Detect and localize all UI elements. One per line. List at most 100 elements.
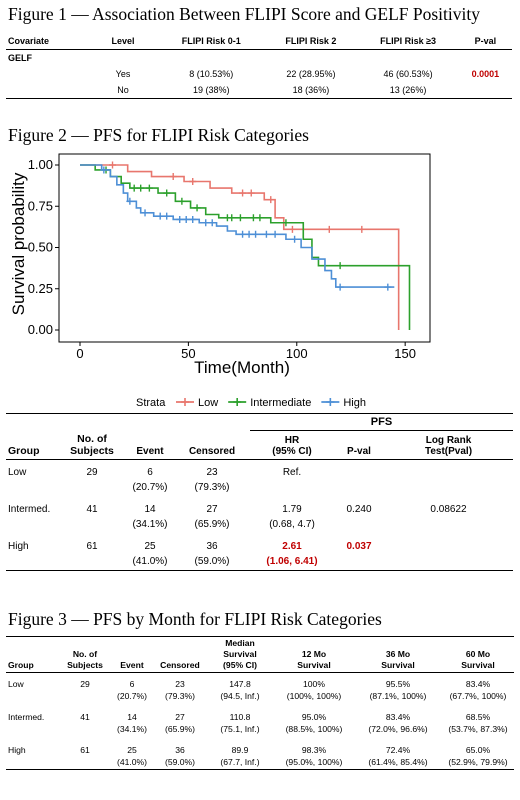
table-header-row: Group No. of Subjects Event Censored Medi…	[6, 636, 514, 673]
value-cell: 13 (26%)	[357, 82, 459, 99]
censor-mark	[109, 161, 117, 169]
censor-mark	[189, 215, 197, 223]
col-header: 12 Mo Survival	[297, 649, 331, 670]
group-cell: High	[8, 745, 26, 755]
event-cell: 6 (20.7%)	[132, 466, 168, 493]
censor-mark	[182, 215, 190, 223]
censor-mark	[288, 225, 296, 233]
censor-mark	[126, 197, 134, 205]
value-cell: 22 (28.95%)	[286, 69, 336, 79]
value-cell: 18 (36%)	[264, 82, 358, 99]
censor-mark	[282, 219, 290, 227]
censor-mark	[176, 215, 184, 223]
value-cell: 46 (60.53%)	[383, 69, 433, 79]
mo60-cell: 68.5% (53.7%, 87.3%)	[448, 712, 508, 734]
y-axis-label: Survival probability	[9, 172, 28, 315]
group-cell: Intermed.	[8, 712, 45, 722]
survival-curve-high	[80, 164, 395, 288]
group-cell: Intermed.	[8, 503, 51, 515]
table-row: Yes 8 (10.53%) 22 (28.95%) 46 (60.53%) 0…	[6, 66, 512, 82]
legend-swatch-mark	[233, 398, 242, 406]
mo60-cell: 83.4% (67.7%, 100%)	[449, 679, 507, 701]
event-cell: 6 (20.7%)	[116, 679, 148, 701]
figure3-title: Figure 3 — PFS by Month for FLIPI Risk C…	[8, 609, 382, 629]
median-cell: 89.9 (67.7, Inf.)	[220, 745, 260, 767]
axis-ticks: 0 50 100 150 0.00 0.25 0.50 0.75 1.00	[28, 157, 416, 361]
censor-mark	[130, 184, 138, 192]
table-row: High 61 25 (41.0%) 36 (59.0%) 2.61 (1.06, 6…	[6, 533, 513, 570]
y-tick-label: 0.25	[28, 281, 53, 296]
censor-mark	[267, 196, 275, 204]
pval-cell	[458, 82, 512, 99]
censor-mark	[100, 166, 108, 174]
censor-mark	[236, 214, 244, 222]
table-header-row: PFS	[6, 413, 513, 431]
censor-mark	[336, 283, 344, 291]
censor-mark	[247, 189, 255, 197]
col-header: P-val	[347, 445, 371, 457]
table-row: Low 29 6 (20.7%) 23 (79.3%) 147.8 (94.5, In…	[6, 673, 514, 704]
censor-mark	[325, 225, 333, 233]
subjects-cell: 61	[80, 745, 90, 755]
value-cell: 8 (10.53%)	[189, 69, 234, 79]
censor-mark	[202, 219, 210, 227]
col-header: FLIPI Risk 0-1	[158, 33, 265, 50]
pval-cell: 0.0001	[471, 69, 500, 79]
table-header-row: Group No. of Subjects Event Censored HR (9…	[6, 431, 513, 459]
table-row: Intermed. 41 14 (34.1%) 27 (65.9%) 110.8 (7…	[6, 703, 514, 736]
censor-mark	[156, 212, 164, 220]
col-header: No. of Subjects	[67, 649, 103, 670]
legend-label: High	[343, 397, 366, 409]
legend-swatch-mark	[326, 398, 335, 406]
survival-curve-intermediate	[80, 164, 411, 330]
group-cell: High	[8, 540, 29, 552]
censored-cell: 36 (59.0%)	[194, 540, 230, 567]
median-cell: 147.8 (94.5, Inf.)	[220, 679, 260, 701]
group-cell: Low	[8, 679, 24, 689]
censor-mark	[384, 283, 392, 291]
x-tick-label: 100	[286, 346, 308, 361]
figure2-title: Figure 2 — PFS for FLIPI Risk Categories	[8, 125, 309, 145]
mo12-cell: 95.0% (88.5%, 100%)	[285, 712, 343, 734]
censor-mark	[358, 225, 366, 233]
event-cell: 25 (41.0%)	[116, 745, 148, 767]
x-axis-label: Time(Month)	[194, 358, 290, 377]
table-header-row: Covariate Level FLIPI Risk 0-1 FLIPI Ris…	[6, 33, 512, 50]
col-header: Event	[136, 445, 164, 457]
censored-cell: 36 (59.0%)	[164, 745, 196, 767]
col-header: Covariate	[6, 33, 88, 50]
logrank-cell	[384, 459, 513, 496]
legend-label: Low	[198, 397, 218, 409]
col-header: Log Rank Test(Pval)	[424, 434, 473, 457]
subjects-cell: 61	[86, 540, 98, 552]
censor-mark	[189, 178, 197, 185]
censor-mark	[249, 214, 257, 222]
survival-chart: 0 50 100 150 0.00 0.25 0.50 0.75 1.00 Survival p…	[9, 153, 431, 409]
mo36-cell: 83.4% (72.0%, 96.6%)	[368, 712, 428, 734]
col-header: Group	[8, 660, 34, 670]
censor-mark	[252, 230, 260, 238]
col-header: FLIPI Risk 2	[264, 33, 358, 50]
event-cell: 14 (34.1%)	[116, 712, 148, 734]
mo60-cell: 65.0% (52.9%, 79.9%)	[448, 745, 508, 767]
mo36-cell: 72.4% (61.4%, 85.4%)	[368, 745, 428, 767]
mo12-cell: 100% (100%, 100%)	[286, 679, 342, 701]
censor-mark	[239, 189, 247, 197]
censor-mark	[262, 230, 270, 238]
level-cell: No	[88, 82, 158, 99]
censor-mark	[336, 262, 344, 270]
x-tick-label: 150	[394, 346, 416, 361]
censor-mark	[193, 204, 201, 212]
censor-mark	[163, 189, 171, 197]
col-header: HR (95% CI)	[272, 434, 312, 457]
figure1-title: Figure 1 — Association Between FLIPI Sco…	[8, 4, 480, 24]
value-cell: 19 (38%)	[158, 82, 265, 99]
censor-mark	[291, 235, 299, 243]
censor-mark	[239, 230, 247, 238]
hr-cell: 1.79 (0.68, 4.7)	[269, 503, 315, 530]
pval-cell: 0.240	[346, 503, 372, 515]
y-tick-label: 0.75	[28, 198, 53, 213]
y-tick-label: 1.00	[28, 157, 53, 172]
pval-cell: 0.037	[346, 540, 372, 552]
col-header: 36 Mo Survival	[381, 649, 415, 670]
